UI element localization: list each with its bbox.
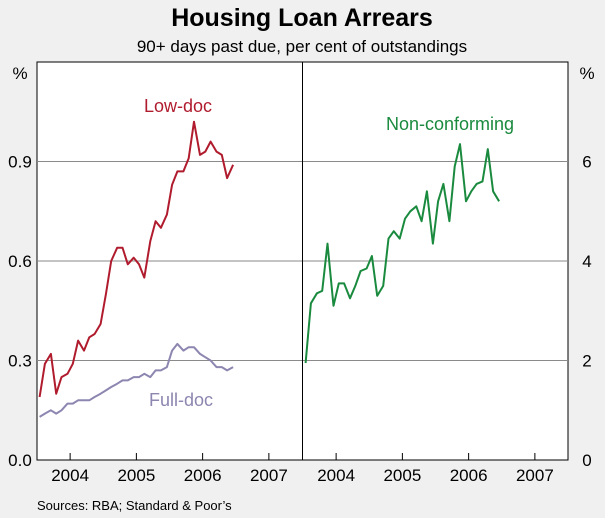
y-tick-label: 0.6 xyxy=(8,252,32,271)
x-tick-label: 2007 xyxy=(516,466,554,485)
y-tick-label: 0 xyxy=(582,451,591,470)
x-tick-label: 2004 xyxy=(317,466,355,485)
y-tick-label: 2 xyxy=(582,352,591,371)
y-tick-label: 6 xyxy=(582,153,591,172)
y-tick-label: 0.0 xyxy=(8,451,32,470)
right-unit-label: % xyxy=(579,64,594,83)
x-tick-label: 2004 xyxy=(51,466,89,485)
left-unit-label: % xyxy=(12,64,27,83)
chart-title: Housing Loan Arrears xyxy=(171,4,433,32)
x-tick-label: 2006 xyxy=(450,466,488,485)
series-label-non-conforming: Non-conforming xyxy=(386,114,514,134)
chart-source: Sources: RBA; Standard & Poor’s xyxy=(37,498,232,513)
x-tick-label: 2005 xyxy=(383,466,421,485)
x-tick-label: 2006 xyxy=(184,466,222,485)
series-label-full-doc: Full-doc xyxy=(149,390,213,410)
y-tick-label: 0.9 xyxy=(8,153,32,172)
series-line-low-doc xyxy=(38,120,235,398)
series-line-non-conforming xyxy=(304,143,500,364)
x-tick-label: 2007 xyxy=(250,466,288,485)
y-tick-label: 0.3 xyxy=(8,352,32,371)
y-tick-label: 4 xyxy=(582,252,591,271)
x-tick-label: 2005 xyxy=(117,466,155,485)
chart-subtitle: 90+ days past due, per cent of outstandi… xyxy=(137,37,467,56)
series-label-low-doc: Low-doc xyxy=(144,96,212,116)
series-line-full-doc xyxy=(39,342,234,418)
